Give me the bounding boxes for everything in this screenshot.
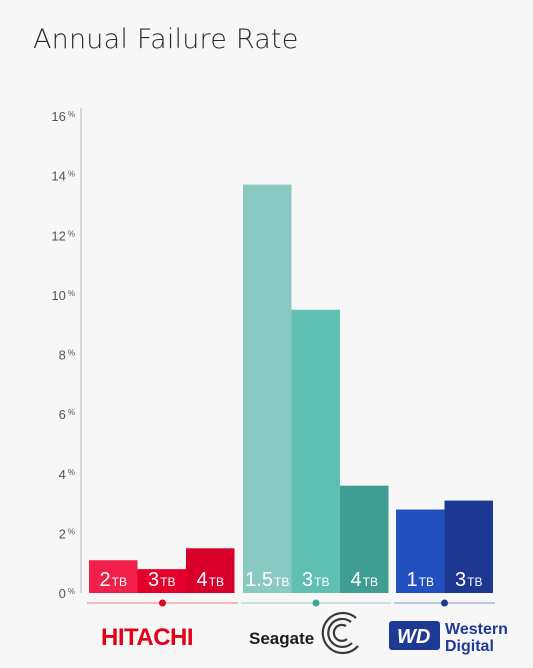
bar-seagate-3tb xyxy=(291,309,340,593)
y-tick-label: 12% xyxy=(51,228,75,243)
seagate-logo: Seagate xyxy=(249,611,359,655)
bar-label: 2TB xyxy=(100,569,127,591)
chart-title: Annual Failure Rate xyxy=(33,24,299,55)
bar-western-digital-1tb xyxy=(396,509,445,593)
seagate-logo-text: Seagate xyxy=(249,629,314,648)
seagate-swirl-icon xyxy=(321,611,359,655)
y-tick-label: 16% xyxy=(51,109,75,124)
wd-name-line1: Western xyxy=(445,621,508,638)
bar-label: 3TB xyxy=(455,569,482,591)
bar-western-digital-3tb xyxy=(444,500,493,593)
y-tick-label: 14% xyxy=(51,169,75,184)
bar-label: 1.5TB xyxy=(245,569,289,591)
bar-hitachi-4tb xyxy=(186,548,235,593)
wd-name-line2: Digital xyxy=(445,638,494,655)
wd-badge-icon xyxy=(389,621,440,650)
y-tick-label: 2% xyxy=(59,526,75,541)
group-dot-marker xyxy=(441,599,448,607)
wd-badge-text: WD xyxy=(397,626,430,648)
bar-label: 4TB xyxy=(351,569,378,591)
y-tick-label: 8% xyxy=(59,348,75,363)
group-dot-marker xyxy=(159,599,166,607)
y-tick-label: 6% xyxy=(59,407,75,422)
western-digital-logo: WD Western Digital xyxy=(389,621,508,655)
y-tick-label: 0% xyxy=(59,586,75,601)
bar-label: 1TB xyxy=(407,569,434,591)
y-tick-label: 10% xyxy=(51,288,75,303)
hitachi-logo: HITACHI xyxy=(101,624,193,651)
bar-label: 3TB xyxy=(302,569,329,591)
bar-hitachi-3tb xyxy=(137,569,186,593)
bar-seagate-1.5tb xyxy=(243,184,292,593)
bar-hitachi-2tb xyxy=(89,560,138,593)
y-tick-label: 4% xyxy=(59,467,75,482)
bar-seagate-4tb xyxy=(340,485,389,593)
bar-label: 4TB xyxy=(197,569,224,591)
bar-label: 3TB xyxy=(148,569,175,591)
group-dot-marker xyxy=(312,599,320,607)
